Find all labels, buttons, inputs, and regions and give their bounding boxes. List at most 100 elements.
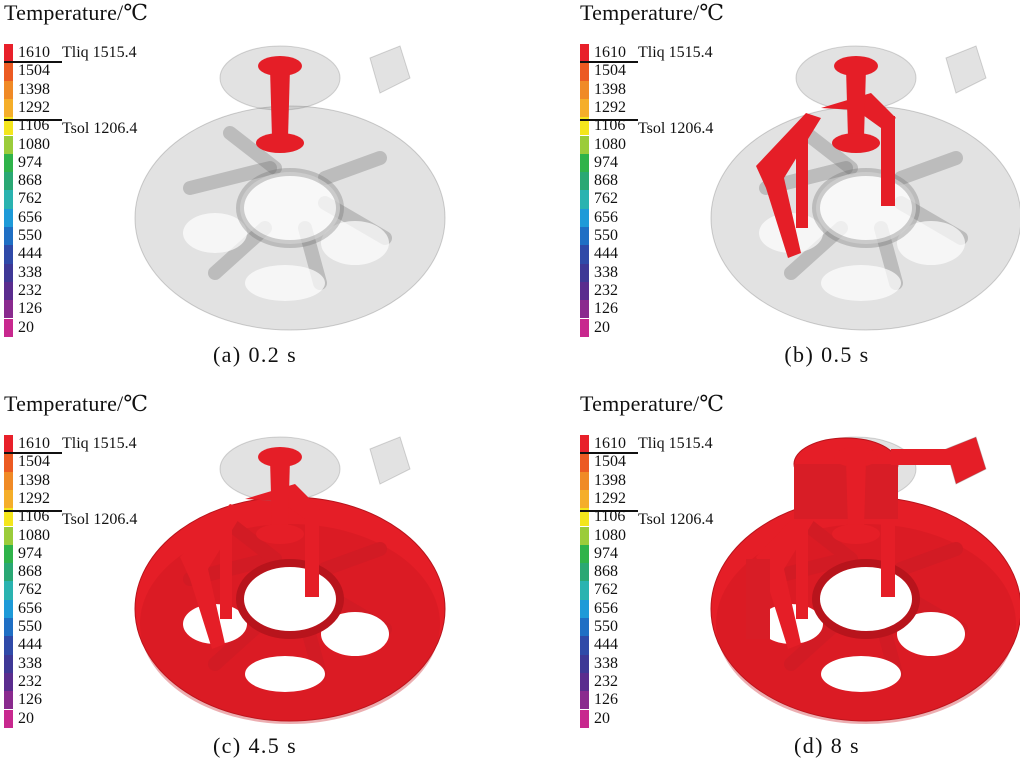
tsol-label: Tsol 1206.4 [62, 120, 138, 138]
legend-swatch [580, 581, 589, 600]
sprue-top [258, 56, 302, 76]
tsol-label: Tsol 1206.4 [638, 120, 714, 138]
legend-swatch [580, 691, 589, 710]
color-legend: 1610 1504 1398 1292 1106 1080 974 868 762 656 550 4… [580, 435, 750, 728]
panel-caption: (b) 0.5 s [784, 342, 870, 367]
legend-swatch [4, 672, 13, 692]
legend-tick-label: 1610 [594, 435, 626, 452]
sprue [270, 68, 290, 138]
spoke [208, 221, 272, 280]
casting-render [710, 436, 1020, 724]
legend-swatch [580, 153, 589, 173]
hub-ring [812, 559, 920, 639]
casting-model [710, 45, 1020, 331]
hub-hole [240, 172, 340, 244]
legend-swatch [4, 489, 13, 509]
runner [756, 113, 821, 258]
legend-tick-label: 444 [594, 245, 618, 263]
legend-tick-label: 1080 [594, 526, 626, 544]
spoke [799, 126, 858, 175]
legend-swatch [4, 300, 13, 319]
legend-swatch [4, 435, 13, 454]
legend-tick-label: 1504 [18, 453, 50, 471]
legend-swatch [580, 300, 589, 319]
legend-swatch [580, 526, 589, 545]
legend-swatch [4, 80, 13, 99]
window-hole [897, 612, 965, 656]
legend-swatch [580, 489, 589, 509]
legend-swatch [580, 80, 589, 99]
legend-swatch [4, 263, 13, 282]
gating-box [369, 45, 411, 94]
legend-tick-label: 974 [594, 544, 618, 562]
legend-tick-label: 868 [594, 563, 618, 581]
legend-tick-label: 868 [18, 172, 42, 190]
legend-tick-label: 762 [594, 581, 618, 599]
legend-title: Temperature/℃ [580, 391, 725, 416]
color-legend: 1610 1504 1398 1292 1106 1080 974 868 762 656 550 4… [4, 435, 174, 728]
legend-swatch [580, 263, 589, 282]
legend-tick-label: 1504 [594, 453, 626, 471]
legend-tick-label: 1106 [594, 508, 626, 526]
legend-tick-label: 1080 [594, 135, 626, 153]
panel-caption: (d) 8 s [793, 733, 860, 758]
tsol-label: Tsol 1206.4 [62, 511, 138, 529]
legend-swatch [4, 709, 13, 728]
spoke [799, 517, 858, 566]
legend-tick-label: 1292 [18, 489, 50, 507]
legend-tick-label: 444 [18, 636, 42, 654]
panel-c: Temperature/℃ 1610 1504 1398 1292 1106 1080 974… [0, 391, 510, 772]
tliq-marker [580, 452, 638, 455]
runner [796, 138, 808, 228]
legend-swatch [580, 190, 589, 209]
legend-tick-label: 550 [18, 618, 42, 635]
spoke [318, 151, 387, 185]
legend-tick-label: 1504 [594, 62, 626, 80]
legend-swatch [580, 563, 589, 582]
panel-caption: (a) 0.2 s [212, 342, 298, 367]
legend-swatch [4, 281, 13, 301]
tliq-marker [4, 452, 62, 455]
legend-swatch [580, 599, 589, 618]
panel-d: Temperature/℃ 1610 1504 1398 1292 1106 1080 974… [576, 391, 1020, 772]
legend-tick-label: 232 [18, 672, 42, 690]
legend-swatch [4, 117, 13, 136]
color-legend: 1610 1504 1398 1292 1106 1080 974 868 762 656 550 4… [4, 44, 174, 337]
legend-tick-label: 338 [594, 654, 618, 672]
legend-tick-label: 656 [594, 208, 618, 226]
legend-tick-label: 868 [18, 563, 42, 581]
legend-swatch [4, 453, 13, 472]
frame-bar [891, 449, 961, 465]
legend-swatch [4, 599, 13, 618]
legend-tick-label: 656 [18, 208, 42, 226]
color-legend: 1610 1504 1398 1292 1106 1080 974 868 762 656 550 4… [580, 44, 750, 337]
legend-tick-label: 232 [594, 281, 618, 299]
panel-b: Temperature/℃ 1610 1504 1398 1292 1106 1080 974… [576, 0, 1020, 381]
legend-tick-label: 1106 [18, 117, 50, 135]
legend-tick-label: 444 [594, 636, 618, 654]
legend-tick-label: 868 [594, 172, 618, 190]
legend-tick-label: 20 [18, 318, 34, 336]
legend-swatch [4, 245, 13, 264]
legend-swatch [4, 636, 13, 655]
legend-tick-label: 338 [18, 263, 42, 281]
legend-swatch [4, 318, 13, 337]
legend-swatch [580, 227, 589, 246]
legend-swatch [4, 618, 13, 637]
legend-tick-label: 974 [18, 544, 42, 562]
window-hole [245, 265, 325, 301]
legend-tick-label: 1080 [18, 526, 50, 544]
legend-swatch [580, 672, 589, 692]
legend-swatch [580, 98, 589, 118]
legend-swatch [4, 581, 13, 600]
legend-tick-label: 550 [594, 618, 618, 635]
legend-tick-label: 762 [594, 190, 618, 208]
hub-ring [236, 559, 344, 639]
spoke [784, 221, 848, 280]
sprue [270, 459, 290, 529]
legend-swatch [4, 654, 13, 673]
legend-tick-label: 20 [594, 709, 610, 727]
tsol-marker [580, 119, 638, 121]
casting-model [134, 45, 446, 331]
legend-swatch [4, 153, 13, 173]
